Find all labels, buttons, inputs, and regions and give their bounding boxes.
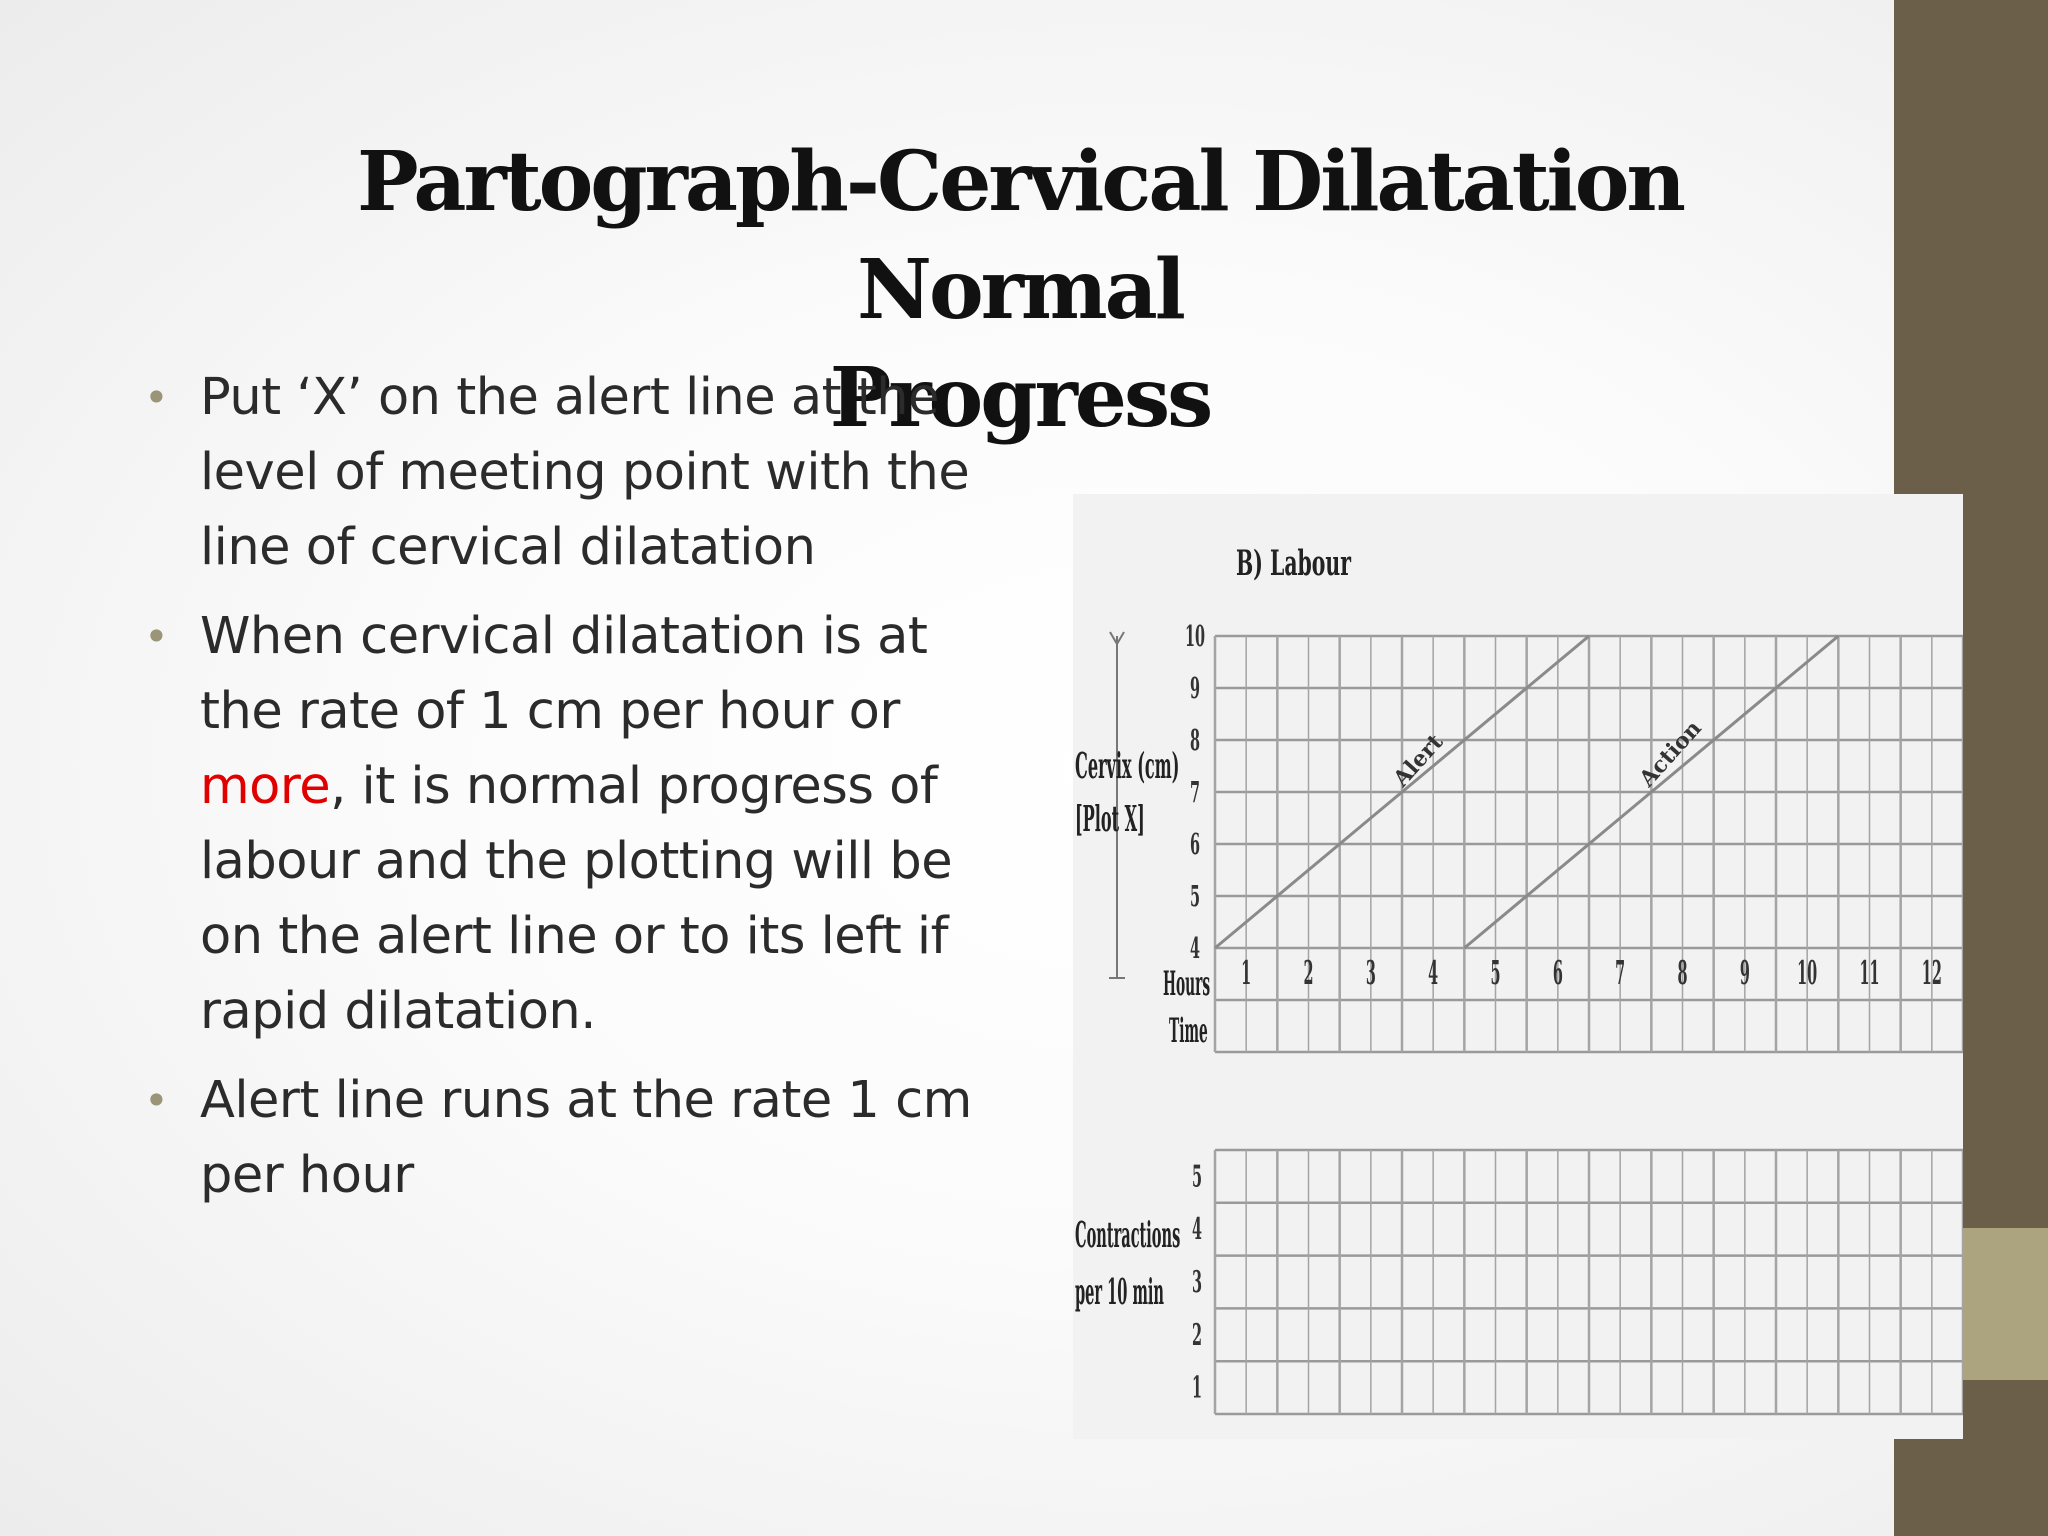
- figure-heading: B) Labour: [1236, 542, 1352, 583]
- contraction-tick-label: 2: [1192, 1317, 1202, 1353]
- bullet-list: Put ‘X’ on the alert line at the level o…: [140, 360, 1000, 1227]
- hour-tick-label: 10: [1797, 953, 1817, 992]
- hour-tick-label: 11: [1859, 953, 1879, 992]
- hour-tick-label: 3: [1366, 953, 1376, 992]
- hour-tick-label: 2: [1303, 953, 1313, 992]
- hour-tick-label: 1: [1241, 953, 1251, 992]
- time-label: Time: [1169, 1012, 1208, 1051]
- hour-tick-label: 4: [1428, 953, 1438, 992]
- slide-title-line-1: Partograph-Cervical Dilatation Normal: [356, 134, 1686, 338]
- bullet-item-alert-plotting: Put ‘X’ on the alert line at the level o…: [140, 360, 1000, 585]
- cervix-tick-label: 8: [1190, 725, 1200, 758]
- hour-tick-label: 5: [1490, 953, 1500, 992]
- hour-tick-label: 7: [1615, 953, 1625, 992]
- bullet-text: Put ‘X’ on the alert line at the level o…: [200, 368, 970, 577]
- contraction-tick-label: 1: [1192, 1370, 1202, 1406]
- partograph-figure: 4 5 6 7 8 9 10 1 2 3 4 5 6 7 8 9 10 11 12 1 2 3 4 5 B) Labour C…: [1073, 494, 1963, 1439]
- cervix-tick-label: 10: [1185, 621, 1205, 654]
- contraction-tick-label: 5: [1192, 1158, 1202, 1194]
- hour-tick-label: 6: [1553, 953, 1563, 992]
- cervix-axis-arrow-head: [1109, 631, 1125, 646]
- cervix-tick-label: 4: [1190, 933, 1200, 966]
- contractions-label-1: Contractions: [1075, 1216, 1180, 1256]
- action-line: [1463, 634, 1840, 950]
- cervix-tick-label: 5: [1190, 881, 1200, 914]
- contraction-tick-label: 3: [1192, 1264, 1202, 1300]
- bullet-text-end: , it is normal progress of labour and th…: [200, 757, 953, 1041]
- bullet-text-start: When cervical dilatation is at the rate …: [200, 607, 928, 741]
- bullet-item-alert-rate: Alert line runs at the rate 1 cm per hou…: [140, 1063, 1000, 1213]
- grid-layer: [1213, 634, 1963, 1416]
- cervix-tick-label: 7: [1190, 777, 1200, 810]
- bullet-item-normal-progress: When cervical dilatation is at the rate …: [140, 599, 1000, 1049]
- cervix-axis-label-2: [Plot X]: [1075, 799, 1145, 840]
- hours-label: Hours: [1163, 965, 1210, 1004]
- hour-tick-label: 9: [1740, 953, 1750, 992]
- bullet-text: Alert line runs at the rate 1 cm per hou…: [200, 1071, 972, 1205]
- contraction-tick-label: 4: [1192, 1211, 1202, 1247]
- alert-line: [1214, 634, 1590, 950]
- highlighted-word: more: [200, 757, 331, 816]
- contractions-label-2: per 10 min: [1075, 1273, 1164, 1313]
- cervix-tick-label: 6: [1190, 829, 1200, 862]
- hour-tick-label: 12: [1922, 953, 1942, 992]
- hour-tick-label: 8: [1677, 953, 1687, 992]
- cervix-tick-label: 9: [1190, 673, 1200, 706]
- cervix-axis-label-1: Cervix (cm): [1075, 746, 1179, 787]
